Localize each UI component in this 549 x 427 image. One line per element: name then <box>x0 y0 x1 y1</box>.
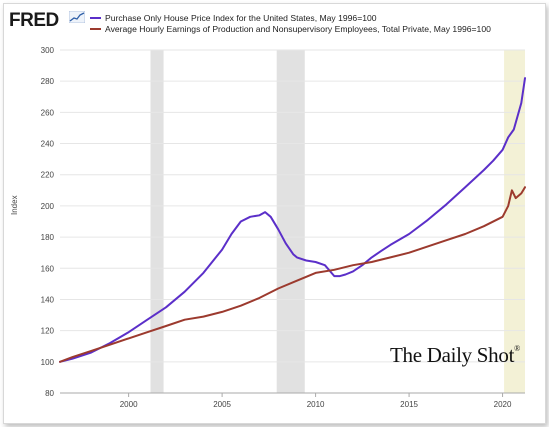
y-tick-label-280: 280 <box>41 77 55 86</box>
y-tick-label-240: 240 <box>41 140 55 149</box>
y-tick-label-140: 140 <box>41 295 55 304</box>
y-tick-label-180: 180 <box>41 233 55 242</box>
x-tick-label-2000: 2000 <box>120 400 138 409</box>
watermark-text: The Daily Shot <box>390 343 515 367</box>
legend-swatch-house-price <box>90 17 101 19</box>
y-tick-label-200: 200 <box>41 202 55 211</box>
y-tick-label-160: 160 <box>41 264 55 273</box>
y-tick-label-300: 300 <box>41 46 55 55</box>
y-tick-label-120: 120 <box>41 327 55 336</box>
recession-bands <box>150 50 525 393</box>
x-tick-label-2015: 2015 <box>400 400 418 409</box>
y-tick-label-220: 220 <box>41 171 55 180</box>
x-tick-label-2020: 2020 <box>494 400 512 409</box>
chart-frame <box>3 3 546 424</box>
x-tick-label-2005: 2005 <box>213 400 231 409</box>
legend-item-house-price: Purchase Only House Price Index for the … <box>90 13 500 24</box>
legend-swatch-earnings <box>90 27 101 30</box>
registered-mark: ® <box>514 344 520 353</box>
y-tick-label-80: 80 <box>45 389 54 398</box>
x-tick-label-2010: 2010 <box>307 400 325 409</box>
axes: 80 100 120 140 160 180 200 220 240 260 280 300 2000 2… <box>41 46 525 409</box>
legend-label-house-price: Purchase Only House Price Index for the … <box>105 13 377 23</box>
chart-legend: Purchase Only House Price Index for the … <box>90 13 500 34</box>
legend-label-earnings: Average Hourly Earnings of Production an… <box>105 23 491 34</box>
recession-band-1 <box>276 50 305 393</box>
legend-item-earnings: Average Hourly Earnings of Production an… <box>90 24 500 35</box>
y-tick-label-100: 100 <box>41 358 55 367</box>
fred-logo: FRED <box>9 10 59 31</box>
series-lines <box>59 77 526 363</box>
series-line-earnings <box>59 186 526 363</box>
y-tick-label-260: 260 <box>41 108 55 117</box>
line-graph-icon <box>69 11 85 23</box>
the-daily-shot-watermark: The Daily Shot® <box>390 343 520 368</box>
recession-band-0 <box>150 50 164 393</box>
series-line-house-price <box>59 77 526 363</box>
